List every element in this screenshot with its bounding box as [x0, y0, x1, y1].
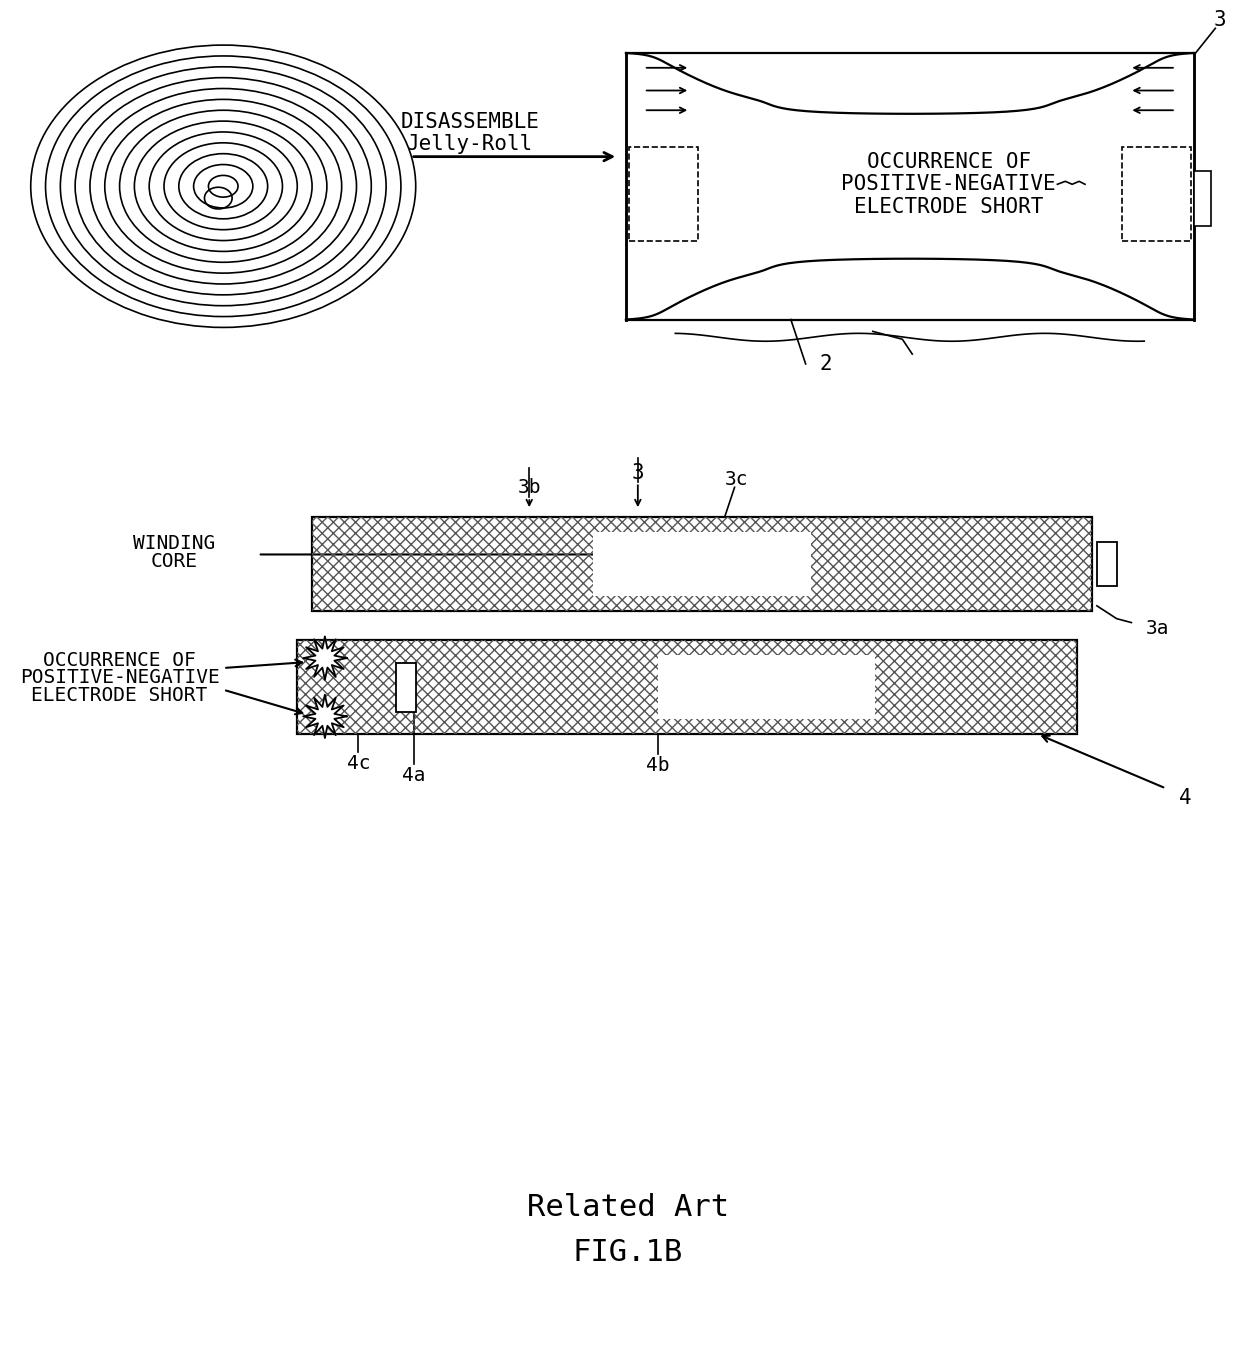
Text: Related Art: Related Art	[527, 1194, 729, 1223]
Text: 3a: 3a	[1146, 619, 1169, 638]
Bar	[1097, 542, 1116, 586]
Bar	[312, 517, 1092, 611]
Text: WINDING: WINDING	[133, 534, 215, 553]
Text: OCCURRENCE OF: OCCURRENCE OF	[43, 650, 196, 669]
Text: ELECTRODE: ELECTRODE	[649, 567, 755, 586]
Bar	[629, 146, 698, 241]
Text: Jelly-Roll: Jelly-Roll	[407, 134, 533, 153]
Text: DISASSEMBLE: DISASSEMBLE	[401, 112, 539, 131]
Text: 4c: 4c	[347, 754, 371, 773]
Text: ELECTRODE SHORT: ELECTRODE SHORT	[31, 686, 208, 705]
Text: 4: 4	[1179, 789, 1192, 808]
Text: 3c: 3c	[725, 470, 748, 489]
Bar	[312, 517, 1092, 611]
Bar	[298, 641, 410, 734]
Bar	[594, 531, 811, 596]
Text: 4a: 4a	[402, 767, 425, 784]
Text: 3: 3	[1214, 11, 1226, 30]
Bar	[396, 663, 415, 712]
Text: ELECTRODE: ELECTRODE	[713, 690, 820, 709]
Text: 2: 2	[820, 355, 832, 374]
Text: ELECTRODE SHORT: ELECTRODE SHORT	[854, 197, 1044, 218]
Text: FIG.1B: FIG.1B	[573, 1238, 683, 1266]
Bar	[1121, 146, 1190, 241]
Text: 3: 3	[631, 463, 644, 482]
Text: CORE: CORE	[150, 552, 197, 571]
Bar	[298, 641, 1078, 734]
Bar	[657, 656, 874, 719]
Text: 4b: 4b	[646, 756, 670, 775]
Text: Outer: Outer	[662, 545, 722, 564]
Text: OCCURRENCE OF: OCCURRENCE OF	[867, 152, 1030, 171]
Bar	[298, 641, 1078, 734]
Polygon shape	[304, 694, 347, 738]
Polygon shape	[304, 637, 347, 680]
Bar	[1194, 171, 1211, 226]
Text: NEGATIVE: NEGATIVE	[655, 543, 749, 563]
Text: 3b: 3b	[517, 478, 541, 497]
Text: POSITIVE-NEGATIVE: POSITIVE-NEGATIVE	[842, 174, 1056, 194]
Text: POSITIVE-NEGATIVE: POSITIVE-NEGATIVE	[20, 668, 219, 687]
Text: POSITIVE: POSITIVE	[719, 667, 813, 686]
